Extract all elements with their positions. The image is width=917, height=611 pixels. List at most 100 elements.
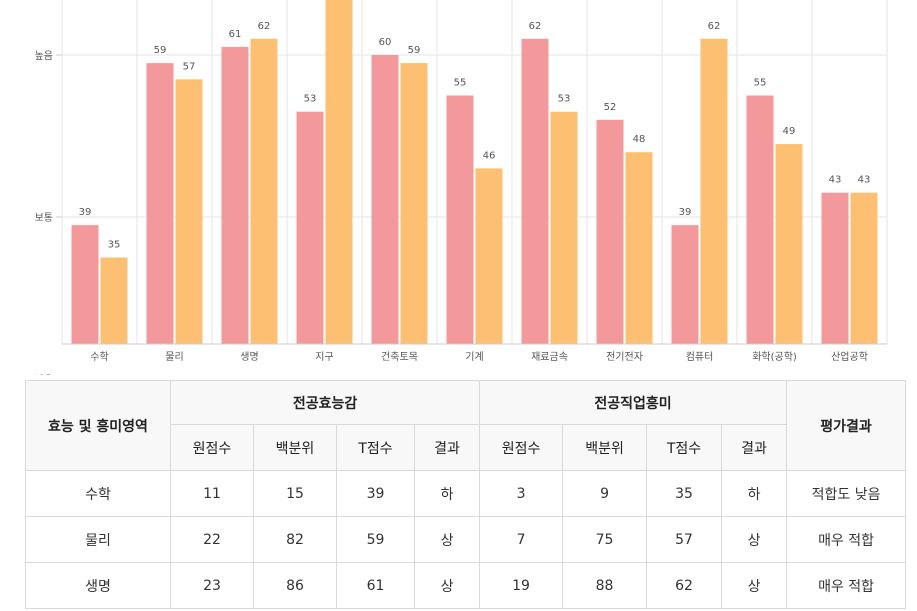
sub-header-percentile: 백분위 — [562, 424, 648, 471]
table-cell: 82 — [253, 516, 337, 563]
data-label: 39 — [679, 207, 692, 218]
x-tick-label: 화학(공학) — [752, 351, 797, 363]
result-table: 효능 및 흥미영역 전공효능감 전공직업흥미 평가결과 원점수 백분위 T점수 … — [25, 380, 907, 609]
bar — [671, 225, 699, 344]
result-cell: 매우 적합 — [786, 562, 907, 609]
bar — [521, 38, 549, 345]
bar — [221, 46, 249, 345]
y-tick-label: 높음 — [35, 50, 53, 62]
table-cell: 62 — [646, 562, 723, 609]
data-label: 55 — [754, 78, 767, 89]
data-label: 39 — [79, 207, 92, 218]
area-cell: 생명 — [25, 562, 171, 609]
table-cell: 61 — [336, 562, 415, 609]
bar — [371, 55, 399, 344]
x-tick-label: 전기전자 — [606, 351, 643, 363]
data-label: 52 — [604, 102, 617, 113]
interest-group-header: 전공직업흥미 — [479, 380, 788, 425]
data-label: 59 — [408, 45, 421, 56]
table-cell: 19 — [479, 562, 564, 609]
table-cell: 23 — [170, 562, 254, 609]
bar — [175, 79, 203, 345]
data-label: 62 — [529, 21, 542, 32]
x-tick-label: 컴퓨터 — [686, 351, 714, 363]
bar — [475, 168, 503, 344]
area-header: 효능 및 흥미영역 — [25, 380, 171, 471]
bar — [700, 38, 728, 345]
x-tick-label: 수학 — [90, 351, 108, 363]
area-cell: 물리 — [25, 516, 171, 563]
data-label: 35 — [108, 240, 121, 251]
table-row: 생명 23 86 61 상 19 88 62 상 매우 적합 — [25, 562, 907, 609]
table-cell: 7 — [479, 516, 564, 563]
data-label: 61 — [229, 29, 242, 40]
table-cell: 39 — [336, 470, 415, 517]
data-label: 46 — [483, 150, 496, 161]
sub-header-raw-score: 원점수 — [479, 424, 564, 471]
area-cell: 수학 — [25, 470, 171, 517]
table-cell: 86 — [253, 562, 337, 609]
table-cell: 59 — [336, 516, 415, 563]
bar — [775, 144, 803, 344]
bar — [146, 63, 174, 344]
data-label: 48 — [633, 134, 646, 145]
data-label: 53 — [558, 94, 571, 105]
table-cell: 상 — [413, 562, 481, 609]
data-label: 62 — [258, 21, 271, 32]
table-cell: 3 — [479, 470, 564, 517]
bar — [821, 192, 849, 344]
table-cell: 9 — [562, 470, 648, 517]
x-tick-label: 기계 — [465, 351, 483, 363]
x-tick-label: 지구 — [315, 351, 333, 363]
data-label: 43 — [829, 175, 842, 186]
x-tick-label: 산업공학 — [831, 350, 868, 363]
sub-header-raw-score: 원점수 — [170, 424, 254, 471]
data-label: 49 — [783, 126, 796, 137]
data-label: 43 — [858, 175, 871, 186]
x-tick-label: 건축토목 — [381, 351, 418, 363]
bar — [596, 119, 624, 344]
sub-header-grade: 결과 — [721, 424, 788, 471]
table-cell: 22 — [170, 516, 254, 563]
data-label: 59 — [154, 45, 167, 56]
table-cell: 75 — [562, 516, 648, 563]
y-tick-label: 보통 — [35, 212, 53, 224]
y-tick-label: 낮음 — [35, 374, 53, 375]
table-cell: 57 — [646, 516, 723, 563]
bar — [625, 152, 653, 344]
table-cell: 상 — [413, 516, 481, 563]
table-cell: 하 — [721, 470, 788, 517]
table-cell: 15 — [253, 470, 337, 517]
data-label: 57 — [183, 61, 196, 72]
bar — [100, 257, 128, 344]
table-cell: 88 — [562, 562, 648, 609]
result-header: 평가결과 — [786, 380, 907, 471]
bar — [296, 111, 324, 344]
sub-header-grade: 결과 — [413, 424, 481, 471]
x-tick-label: 물리 — [165, 351, 183, 363]
sub-header-percentile: 백분위 — [253, 424, 337, 471]
sub-header-t-score: T점수 — [646, 424, 723, 471]
bar — [850, 192, 878, 344]
bar — [550, 111, 578, 344]
bar — [250, 38, 278, 345]
bar — [746, 95, 774, 344]
table-cell: 하 — [413, 470, 481, 517]
table-cell: 상 — [721, 562, 788, 609]
result-cell: 적합도 낮음 — [786, 470, 907, 517]
sub-header-t-score: T점수 — [336, 424, 415, 471]
data-label: 55 — [454, 78, 467, 89]
bar — [400, 63, 428, 344]
table-cell: 11 — [170, 470, 254, 517]
x-tick-label: 생명 — [240, 351, 258, 363]
x-tick-label: 재료금속 — [531, 351, 568, 363]
table-cell: 상 — [721, 516, 788, 563]
table-cell: 35 — [646, 470, 723, 517]
data-label: 62 — [708, 21, 721, 32]
bar-chart: 낮음보통높음3935수학5957물리6162생명5374지구6059건축토목55… — [35, 0, 888, 375]
data-label: 60 — [379, 37, 392, 48]
efficacy-group-header: 전공효능감 — [169, 380, 481, 425]
bar — [71, 225, 99, 344]
data-label: 53 — [304, 94, 317, 105]
table-row: 수학 11 15 39 하 3 9 35 하 적합도 낮음 — [25, 470, 907, 517]
